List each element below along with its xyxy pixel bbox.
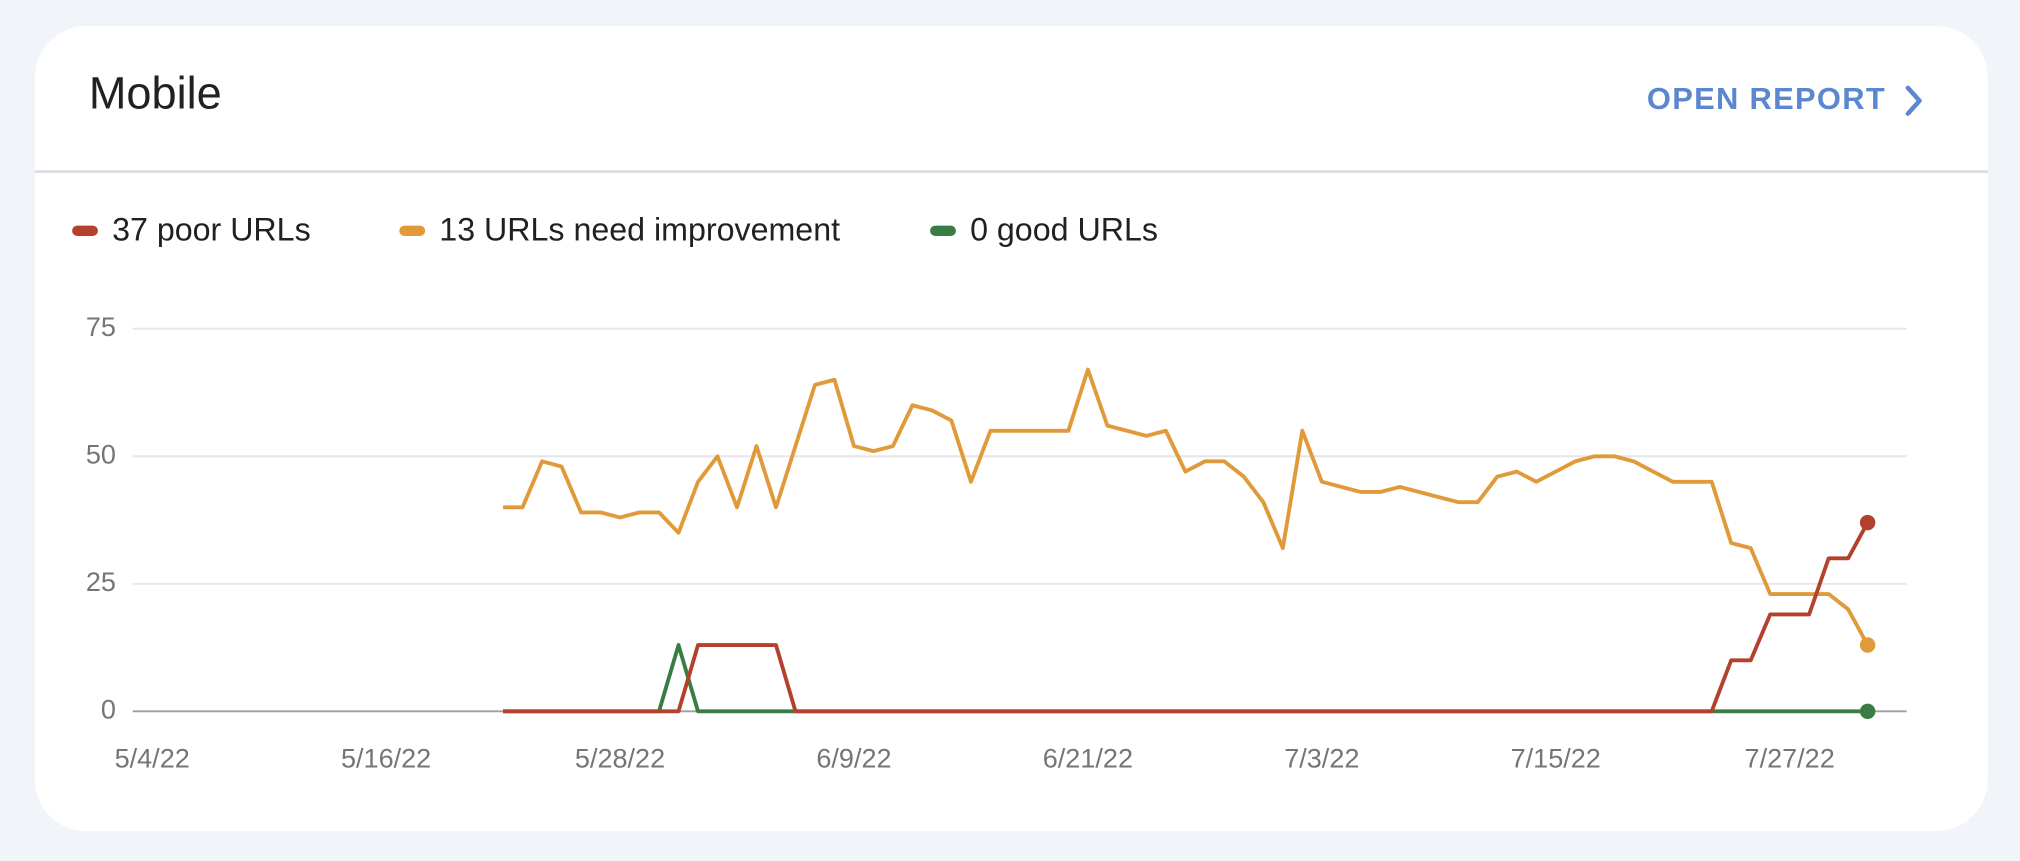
- y-tick-label: 50: [86, 439, 116, 469]
- legend-swatch: [930, 225, 956, 236]
- legend-label: 13 URLs need improvement: [439, 212, 840, 248]
- y-tick-label: 0: [101, 694, 116, 724]
- chevron[interactable]: [1905, 85, 1922, 116]
- x-tick-label: 7/3/22: [1284, 743, 1359, 773]
- x-tick-label: 6/9/22: [816, 743, 891, 773]
- end-point: [1859, 514, 1876, 531]
- y-tick-label: 25: [86, 567, 116, 597]
- x-tick-label: 5/4/22: [115, 743, 190, 773]
- x-tick-label: 7/27/22: [1745, 743, 1835, 773]
- end-point: [1859, 703, 1876, 720]
- open-report-link[interactable]: OPEN REPORT: [1647, 81, 1922, 116]
- x-tick-label: 5/16/22: [341, 743, 431, 773]
- legend-swatch: [72, 225, 98, 236]
- x-tick-label: 7/15/22: [1511, 743, 1601, 773]
- card: [34, 25, 1988, 832]
- end-point: [1859, 637, 1876, 653]
- card-title: Mobile: [89, 68, 222, 119]
- x-tick-label: 6/21/22: [1043, 743, 1133, 773]
- legend-label: 37 poor URLs: [112, 212, 311, 248]
- legend-swatch: [399, 225, 426, 236]
- legend-label: 0 good URLs: [970, 212, 1158, 248]
- y-tick-label: 75: [86, 312, 116, 342]
- x-tick-label: 5/28/22: [575, 743, 665, 773]
- series-line: [503, 521, 1870, 714]
- link-text[interactable]: OPEN REPORT: [1647, 81, 1886, 116]
- series-line: [503, 367, 1870, 646]
